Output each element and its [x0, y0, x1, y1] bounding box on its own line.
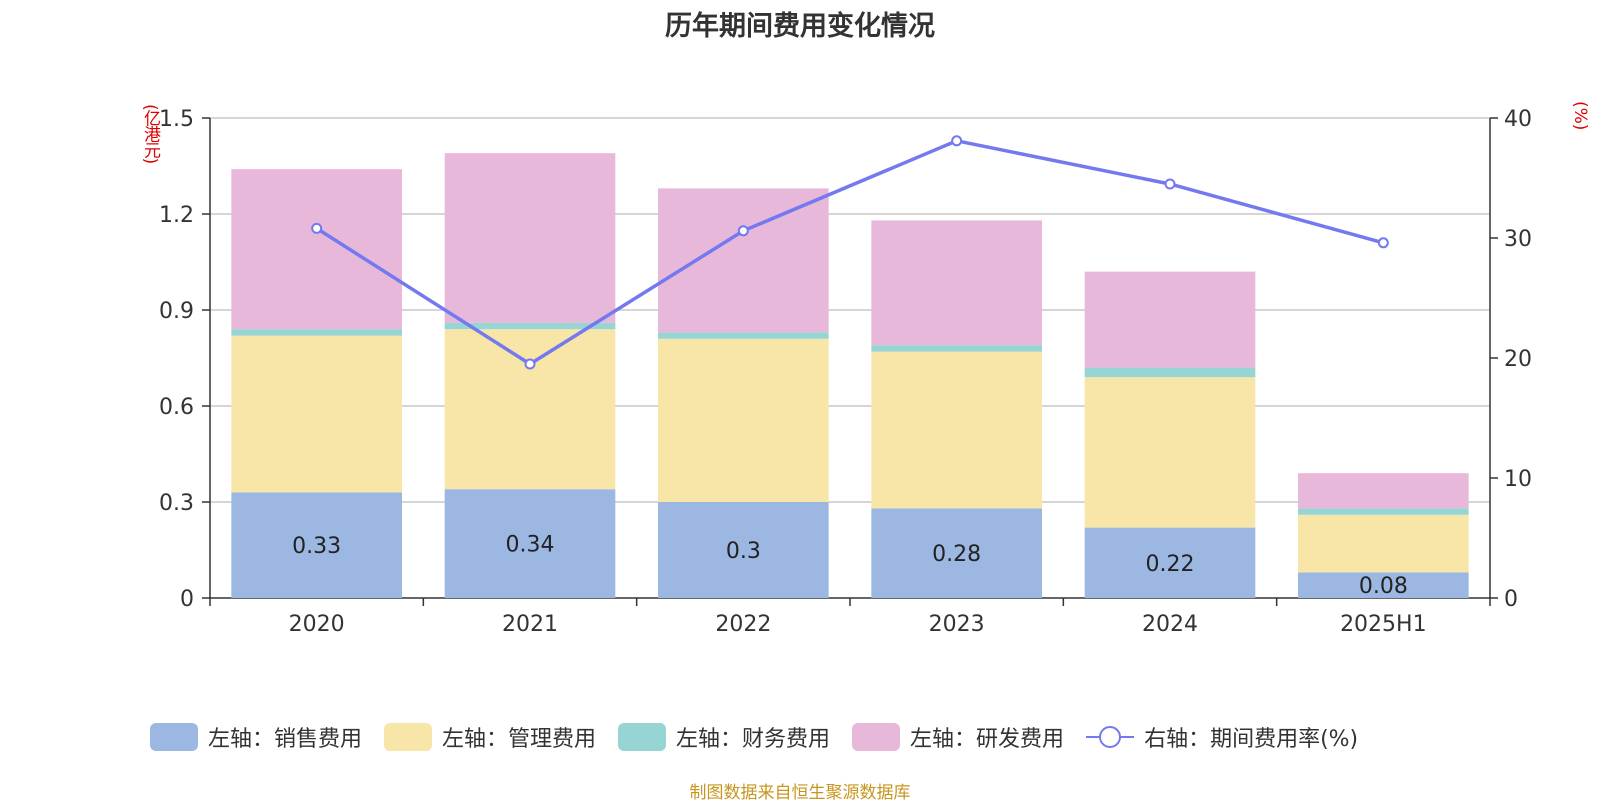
legend: 左轴：销售费用 左轴：管理费用 左轴：财务费用 左轴：研发费用 右轴：期间费用率… — [150, 722, 1380, 752]
bar-segment-2023-0 — [871, 508, 1042, 598]
bar-segment-2022-0 — [658, 502, 829, 598]
bar-segment-2020-1 — [231, 335, 402, 493]
right-tick-label: 0 — [1504, 587, 1518, 612]
x-tick-label: 2020 — [289, 612, 345, 637]
bar-segment-2024-2 — [1084, 367, 1256, 378]
legend-swatch-rnd — [852, 723, 901, 751]
x-tick-label: 2021 — [502, 612, 558, 637]
expense-ratio-point — [951, 135, 963, 147]
legend-item-expense-ratio[interactable]: 右轴：期间费用率(%) — [1086, 721, 1358, 753]
bar-segment-2023-2 — [871, 345, 1042, 352]
x-tick-label: 2025H1 — [1340, 612, 1427, 637]
right-tick-label: 30 — [1504, 227, 1532, 252]
left-tick-label: 0.6 — [159, 395, 194, 420]
legend-label-sales: 左轴：销售费用 — [208, 727, 363, 752]
expense-ratio-point — [737, 225, 749, 237]
legend-line-marker-icon — [1086, 723, 1135, 751]
x-tick-label: 2023 — [929, 612, 985, 637]
left-tick-label: 0.9 — [159, 299, 194, 324]
expense-ratio-point — [311, 222, 323, 234]
right-tick-label: 20 — [1504, 347, 1532, 372]
legend-item-sales[interactable]: 左轴：销售费用 — [150, 721, 362, 753]
bar-segment-2025H1-0 — [1298, 572, 1469, 598]
left-tick-label: 0 — [180, 587, 194, 612]
left-tick-label: 0.3 — [159, 491, 194, 516]
x-tick-label: 2022 — [715, 612, 771, 637]
bar-segment-2024-3 — [1084, 271, 1256, 368]
legend-item-rnd[interactable]: 左轴：研发费用 — [852, 721, 1064, 753]
bar-segment-2021-3 — [444, 153, 616, 323]
legend-swatch-finance — [618, 723, 667, 751]
bar-segment-2021-1 — [444, 329, 616, 490]
bar-segment-2024-0 — [1084, 527, 1256, 598]
bar-segment-2022-3 — [658, 188, 829, 333]
chart-title: 历年期间费用变化情况 — [665, 11, 935, 42]
expense-ratio-point — [1377, 237, 1389, 249]
bar-data-label: 0.22 — [1146, 552, 1195, 577]
bar-segment-2022-2 — [658, 332, 829, 339]
bar-segment-2020-2 — [231, 329, 402, 336]
right-tick-label: 40 — [1504, 107, 1532, 132]
bar-segment-2025H1-1 — [1298, 514, 1469, 573]
legend-item-finance[interactable]: 左轴：财务费用 — [618, 721, 830, 753]
bar-segment-2020-3 — [231, 169, 402, 330]
bar-data-label: 0.28 — [932, 542, 981, 567]
bar-segment-2020-0 — [231, 492, 402, 598]
bar-data-label: 0.34 — [506, 533, 555, 558]
legend-label-expense-ratio: 右轴：期间费用率(%) — [1144, 727, 1359, 752]
legend-swatch-admin — [384, 723, 433, 751]
right-axis-unit: (%) — [1570, 101, 1590, 131]
left-axis-unit: (亿港元) — [140, 104, 160, 164]
bar-segment-2023-1 — [871, 351, 1042, 509]
bar-segment-2021-2 — [444, 322, 616, 330]
bar-segment-2022-1 — [658, 338, 829, 502]
legend-label-finance: 左轴：财务费用 — [676, 727, 831, 752]
bar-data-label: 0.33 — [292, 534, 341, 559]
legend-swatch-sales — [150, 723, 198, 751]
expense-ratio-point — [1164, 178, 1176, 190]
expense-ratio-point — [524, 358, 536, 370]
bar-data-label: 0.08 — [1359, 574, 1408, 599]
right-tick-label: 10 — [1504, 467, 1532, 492]
legend-item-admin[interactable]: 左轴：管理费用 — [384, 721, 596, 753]
expense-ratio-line — [315, 138, 1384, 367]
bar-segment-2023-3 — [871, 220, 1042, 346]
x-tick-label: 2024 — [1142, 612, 1198, 637]
legend-label-admin: 左轴：管理费用 — [442, 727, 597, 752]
legend-label-rnd: 左轴：研发费用 — [910, 727, 1065, 752]
left-tick-label: 1.2 — [159, 203, 194, 228]
data-source-note: 制图数据来自恒生聚源数据库 — [689, 783, 911, 803]
bar-segment-2025H1-3 — [1298, 473, 1469, 509]
bar-segment-2021-0 — [444, 489, 616, 598]
left-tick-label: 1.5 — [159, 107, 194, 132]
bar-segment-2025H1-2 — [1298, 508, 1469, 515]
bar-segment-2024-1 — [1084, 377, 1256, 528]
bar-data-label: 0.3 — [726, 539, 761, 564]
